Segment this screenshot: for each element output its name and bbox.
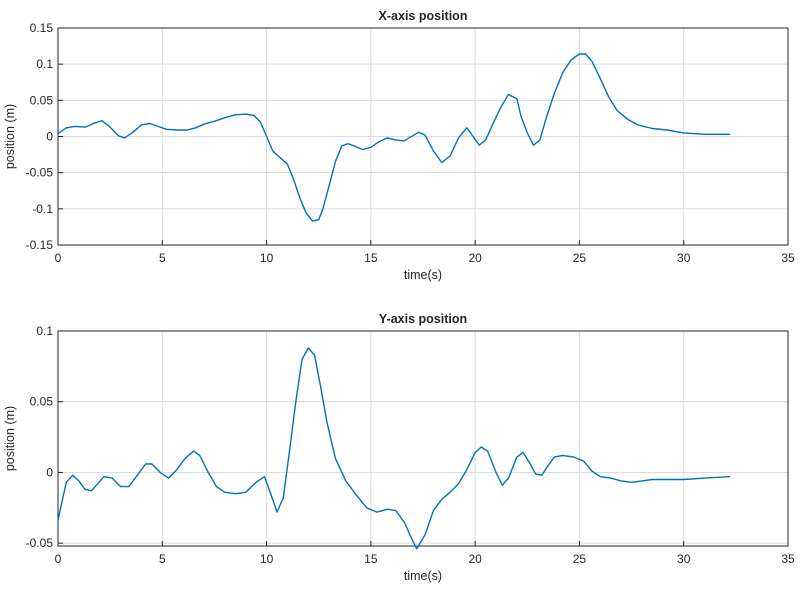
x-tick-label: 35 bbox=[781, 552, 795, 566]
y-tick-label: 0.1 bbox=[36, 57, 53, 71]
grid-lines bbox=[57, 330, 789, 546]
y-axis-label: position (m) bbox=[3, 406, 17, 471]
y-tick-label: 0.1 bbox=[36, 324, 53, 338]
y-tick-label: -0.1 bbox=[32, 202, 53, 216]
plot-frame bbox=[57, 330, 789, 547]
x-axis-label: time(s) bbox=[404, 569, 442, 583]
chart-y-axis-position: 0 5 10 15 20 25 30 35 0.10.050-0.05 Y-axis posi… bbox=[3, 312, 795, 583]
x-tick-label: 10 bbox=[260, 552, 274, 566]
x-tick-label: 5 bbox=[159, 552, 166, 566]
x-tick-label: 0 bbox=[55, 552, 62, 566]
y-tick-labels: 0.1 0.05 0 -0.05 bbox=[26, 324, 63, 550]
x-axis-label: time(s) bbox=[404, 268, 442, 282]
y-tick-label: -0.05 bbox=[26, 536, 54, 550]
x-tick-label: 30 bbox=[677, 251, 691, 265]
y-tick-label: 0 bbox=[46, 130, 53, 144]
x-tick-label: 10 bbox=[260, 251, 274, 265]
x-tick-label: 30 bbox=[677, 552, 691, 566]
x-tick-labels: 0 5 10 15 20 25 30 35 bbox=[55, 541, 795, 566]
x-tick-label: 20 bbox=[468, 552, 482, 566]
chart-x-axis-position: 0 5 10 15 20 25 30 35 0.15 0.1 0.05 0 -0.05 -0.1 -0.1… bbox=[3, 9, 795, 282]
x-tick-label: 15 bbox=[364, 251, 378, 265]
y-tick-label: 0 bbox=[46, 465, 53, 479]
chart-title: X-axis position bbox=[379, 9, 468, 23]
x-tick-label: 15 bbox=[364, 552, 378, 566]
y-axis-label: position (m) bbox=[3, 104, 17, 169]
series-line bbox=[57, 53, 731, 222]
x-tick-label: 25 bbox=[573, 552, 587, 566]
chart-title: Y-axis position bbox=[379, 312, 467, 326]
x-tick-label: 0 bbox=[55, 251, 62, 265]
x-tick-label: 5 bbox=[159, 251, 166, 265]
y-tick-label: 0.05 bbox=[30, 395, 54, 409]
x-tick-labels: 0 5 10 15 20 25 30 35 bbox=[55, 240, 795, 265]
x-tick-label: 25 bbox=[573, 251, 587, 265]
y-tick-label: 0.15 bbox=[30, 21, 54, 35]
y-tick-label: -0.15 bbox=[26, 238, 54, 252]
x-tick-label: 35 bbox=[781, 251, 795, 265]
grid-lines bbox=[57, 27, 789, 246]
y-tick-labels: 0.15 0.1 0.05 0 -0.05 -0.1 -0.15 bbox=[26, 21, 63, 252]
series-line bbox=[57, 347, 731, 550]
y-tick-label: -0.05 bbox=[26, 166, 54, 180]
x-tick-label: 20 bbox=[468, 251, 482, 265]
y-tick-label: 0.05 bbox=[30, 93, 54, 107]
